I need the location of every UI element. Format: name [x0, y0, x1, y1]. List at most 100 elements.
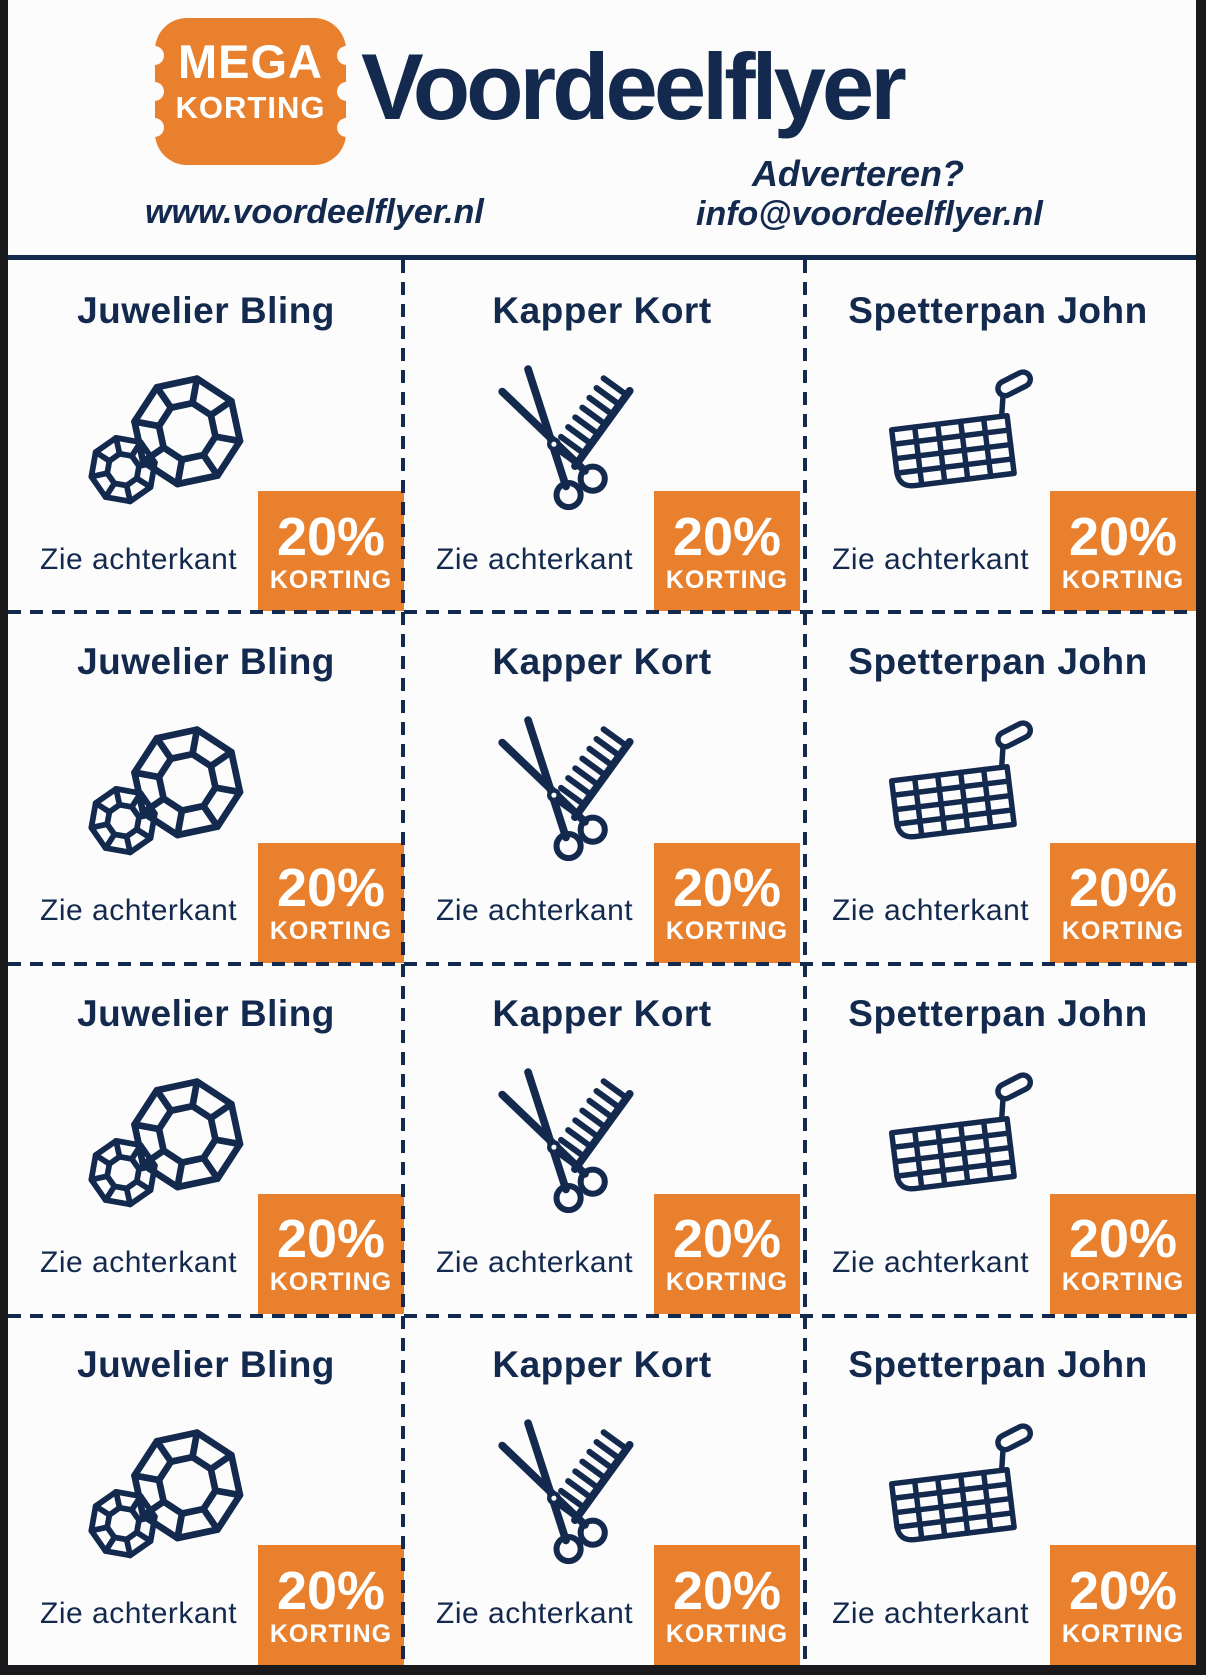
contact-email: info@voordeelflyer.nl: [696, 195, 1043, 233]
coupon-cell: Kapper Kort Zie achterkant 20%: [404, 963, 800, 1314]
coupon-note: Zie achterkant: [40, 543, 238, 576]
discount-word: KORTING: [269, 1619, 393, 1648]
coupon-cell: Kapper Kort Zie achterkant 20%: [404, 1314, 800, 1665]
coupon-cell: Juwelier Bling Zie achterkant 20% KORT: [8, 1314, 404, 1665]
fryer-basket-icon: [873, 715, 1051, 865]
flyer-page: MEGA KORTING Voordeelflyer Adverteren? w…: [8, 0, 1196, 1665]
discount-word: KORTING: [665, 1619, 789, 1648]
discount-badge: 20% KORTING: [654, 491, 800, 612]
coupon-note: Zie achterkant: [40, 1245, 238, 1279]
coupon-note: Zie achterkant: [832, 543, 1030, 576]
coupon-title: Spetterpan John: [848, 1343, 1148, 1385]
coupon-note: Zie achterkant: [436, 894, 634, 928]
discount-badge: 20% KORTING: [258, 842, 404, 963]
discount-word: KORTING: [665, 1268, 789, 1297]
coupon-note: Zie achterkant: [436, 543, 634, 576]
discount-badge: 20% KORTING: [654, 842, 800, 963]
coupon-cell: Juwelier Bling Zie achterkant 20% KORT: [8, 611, 404, 963]
discount-badge: 20% KORTING: [258, 491, 404, 612]
coupon-title: Spetterpan John: [848, 641, 1148, 683]
logo-text-korting: KORTING: [175, 90, 326, 125]
coupon-title: Juwelier Bling: [77, 1343, 335, 1385]
discount-value: 20%: [672, 1209, 782, 1270]
discount-badge: 20% KORTING: [1050, 1545, 1196, 1665]
discount-value: 20%: [1068, 1560, 1178, 1621]
ticket-notch: [145, 118, 164, 137]
cut-line-horizontal: [8, 962, 1196, 966]
discount-word: KORTING: [269, 917, 393, 945]
scissors-comb-icon: [477, 1067, 655, 1217]
scissors-comb-icon: [477, 715, 655, 865]
scissors-comb-icon: [477, 364, 655, 514]
discount-badge: 20% KORTING: [654, 1545, 800, 1665]
discount-badge: 20% KORTING: [1050, 1193, 1196, 1314]
discount-word: KORTING: [1061, 917, 1185, 945]
website-url: www.voordeelflyer.nl: [145, 193, 484, 231]
discount-word: KORTING: [665, 917, 789, 945]
discount-word: KORTING: [269, 565, 393, 594]
fryer-basket-icon: [873, 364, 1051, 514]
fryer-basket-icon: [873, 1418, 1051, 1568]
gems-icon: [81, 1418, 259, 1568]
discount-value: 20%: [672, 1560, 782, 1621]
discount-value: 20%: [1068, 1209, 1178, 1270]
mega-korting-logo: MEGA KORTING: [145, 18, 356, 165]
discount-word: KORTING: [269, 1268, 393, 1297]
fryer-basket-icon: [873, 1067, 1051, 1217]
discount-badge: 20% KORTING: [1050, 491, 1196, 612]
coupon-title: Kapper Kort: [492, 992, 712, 1034]
coupon-note: Zie achterkant: [832, 1596, 1030, 1630]
advertise-label: Adverteren?: [751, 153, 964, 194]
coupon-title: Juwelier Bling: [77, 641, 335, 683]
coupon-title: Juwelier Bling: [77, 290, 335, 331]
coupon-title: Kapper Kort: [492, 1343, 712, 1385]
grid-top-border: [8, 255, 1196, 260]
coupon-title: Spetterpan John: [848, 992, 1148, 1034]
coupon-cell: Kapper Kort Zie achterkant 20%: [404, 611, 800, 963]
gems-icon: [81, 1067, 259, 1217]
coupon-note: Zie achterkant: [40, 1596, 238, 1630]
coupon-cell: Spetterpan John Zie achterkant 20% KORTI…: [800, 963, 1196, 1314]
discount-value: 20%: [276, 506, 386, 567]
page-title: Voordeelflyer: [361, 34, 907, 139]
coupon-cell: Juwelier Bling Zie achterkant 20% KORT: [8, 963, 404, 1314]
ticket-notch: [337, 118, 356, 137]
gems-icon: [81, 715, 259, 865]
discount-word: KORTING: [665, 565, 789, 594]
coupon-cell: Kapper Kort Zie achterkant 20%: [404, 260, 800, 612]
discount-badge: 20% KORTING: [654, 1193, 800, 1314]
discount-value: 20%: [276, 1209, 386, 1270]
coupon-title: Spetterpan John: [848, 290, 1148, 331]
coupon-note: Zie achterkant: [436, 1245, 634, 1279]
discount-value: 20%: [672, 506, 782, 567]
discount-value: 20%: [276, 1560, 386, 1621]
ticket-notch: [337, 82, 356, 101]
discount-value: 20%: [276, 858, 386, 918]
discount-word: KORTING: [1061, 1268, 1185, 1297]
discount-value: 20%: [1068, 506, 1178, 567]
discount-word: KORTING: [1061, 565, 1185, 594]
coupon-note: Zie achterkant: [40, 894, 238, 928]
coupon-title: Kapper Kort: [492, 641, 712, 683]
cut-line-horizontal: [8, 610, 1196, 614]
coupon-cell: Juwelier Bling Zie achterkant 20% KORT: [8, 260, 404, 612]
cut-line-horizontal: [8, 1314, 1196, 1318]
discount-badge: 20% KORTING: [258, 1545, 404, 1665]
ticket-notch: [145, 46, 164, 65]
coupon-cell: Spetterpan John Zie achterkant 20% KORTI…: [800, 611, 1196, 963]
coupon-grid: Juwelier Bling Zie achterkant 20% KORT: [8, 260, 1196, 1665]
coupon-note: Zie achterkant: [832, 894, 1030, 928]
scissors-comb-icon: [477, 1418, 655, 1568]
ticket-notch: [145, 82, 164, 101]
coupon-note: Zie achterkant: [832, 1245, 1030, 1279]
coupon-cell: Spetterpan John Zie achterkant 20% KORTI…: [800, 260, 1196, 612]
discount-value: 20%: [1068, 858, 1178, 918]
discount-badge: 20% KORTING: [258, 1193, 404, 1314]
coupon-title: Juwelier Bling: [77, 992, 335, 1034]
logo-text-mega: MEGA: [178, 35, 323, 88]
discount-badge: 20% KORTING: [1050, 842, 1196, 963]
discount-value: 20%: [672, 858, 782, 918]
ticket-notch: [337, 46, 356, 65]
coupon-cell: Spetterpan John Zie achterkant 20% KORTI…: [800, 1314, 1196, 1665]
